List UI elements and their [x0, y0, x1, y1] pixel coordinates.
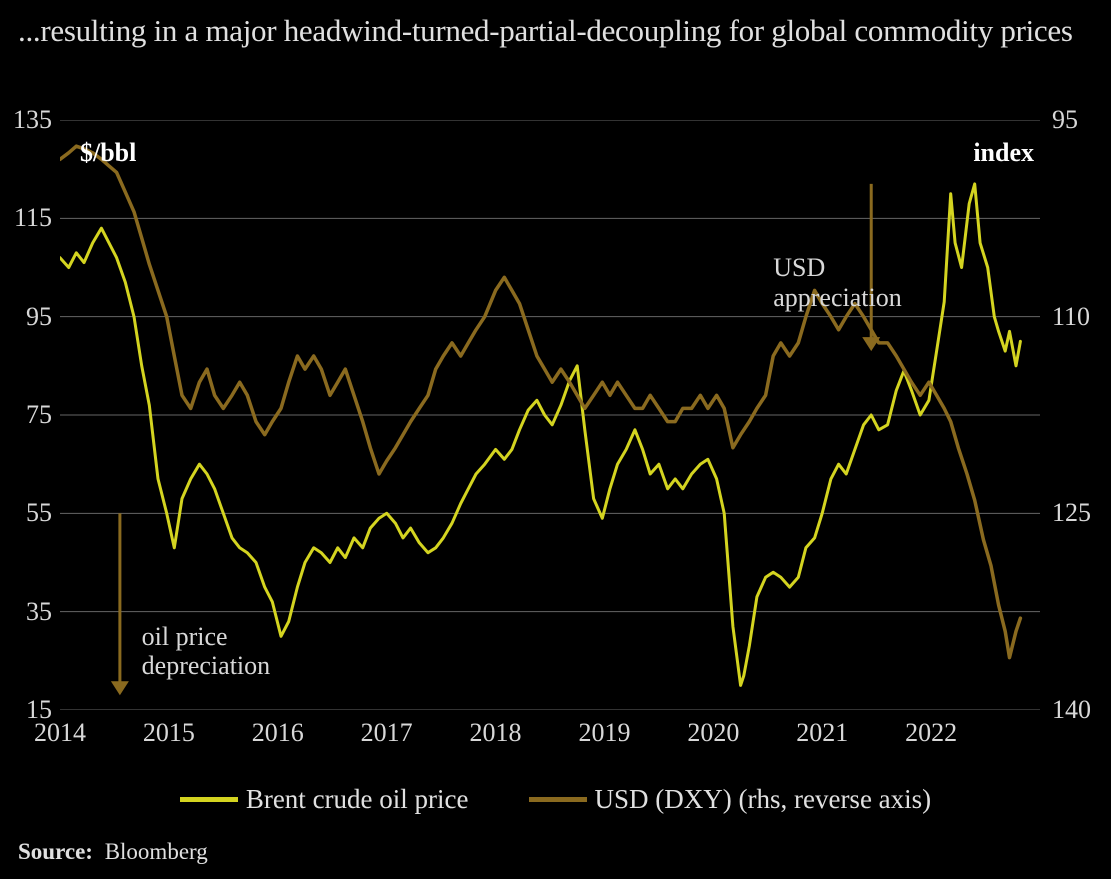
x-tick: 2019 — [578, 718, 630, 748]
x-tick: 2021 — [796, 718, 848, 748]
right-axis-unit: index — [973, 138, 1034, 168]
x-tick: 2014 — [34, 718, 86, 748]
left-tick: 75 — [26, 400, 52, 430]
plot-area: $/bbl index 1535557595115135 95110125140… — [60, 120, 1040, 710]
left-axis-unit: $/bbl — [80, 138, 136, 168]
left-tick: 95 — [26, 302, 52, 332]
legend: Brent crude oil price USD (DXY) (rhs, re… — [0, 784, 1111, 815]
source-prefix: Source: — [18, 839, 93, 864]
legend-item-brent: Brent crude oil price — [180, 784, 469, 815]
x-tick: 2015 — [143, 718, 195, 748]
annotation-usd-appreciation: USDappreciation — [773, 253, 902, 313]
x-tick: 2016 — [252, 718, 304, 748]
left-tick: 115 — [14, 203, 52, 233]
legend-label-brent: Brent crude oil price — [246, 784, 469, 815]
left-tick: 35 — [26, 597, 52, 627]
legend-swatch-usd — [529, 797, 587, 802]
x-tick: 2018 — [470, 718, 522, 748]
left-tick: 55 — [26, 498, 52, 528]
left-tick: 135 — [13, 105, 52, 135]
right-tick: 95 — [1052, 105, 1078, 135]
source-line: Source: Bloomberg — [18, 839, 208, 865]
legend-item-usd: USD (DXY) (rhs, reverse axis) — [529, 784, 932, 815]
chart-title: ...resulting in a major headwind-turned-… — [18, 12, 1073, 51]
source-value: Bloomberg — [105, 839, 208, 864]
x-tick: 2022 — [905, 718, 957, 748]
legend-swatch-brent — [180, 797, 238, 802]
x-tick: 2017 — [361, 718, 413, 748]
right-tick: 125 — [1052, 498, 1091, 528]
x-tick: 2020 — [687, 718, 739, 748]
right-tick: 110 — [1052, 302, 1090, 332]
chart-container: ...resulting in a major headwind-turned-… — [0, 0, 1111, 879]
legend-label-usd: USD (DXY) (rhs, reverse axis) — [595, 784, 932, 815]
annotation-oil-depreciation: oil pricedepreciation — [142, 622, 271, 682]
right-tick: 140 — [1052, 695, 1091, 725]
